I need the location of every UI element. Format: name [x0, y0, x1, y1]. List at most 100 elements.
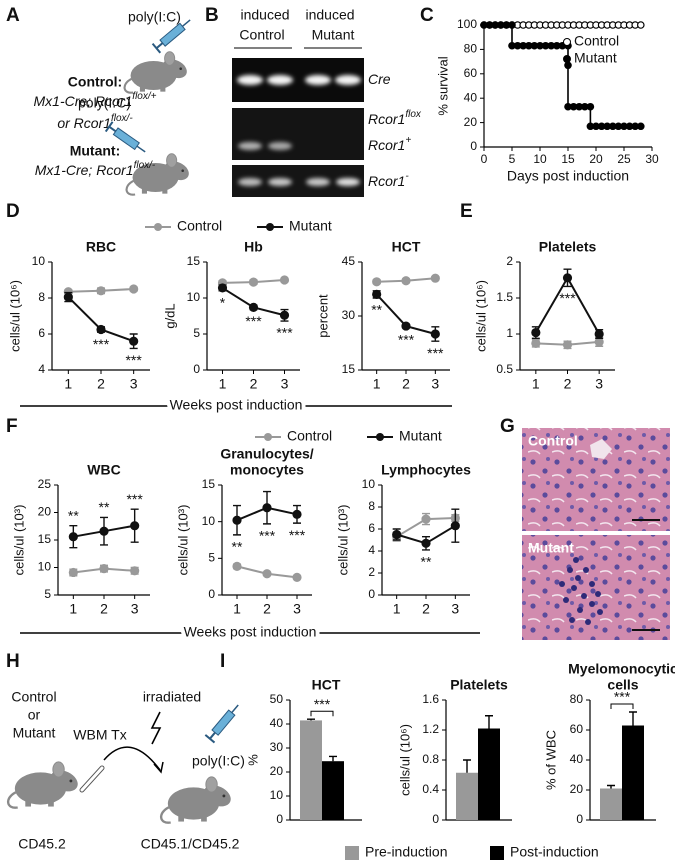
chart-title: Myelomonocytic — [568, 661, 675, 677]
lane-header: induced — [305, 7, 354, 23]
y-tick-label: 80 — [464, 42, 478, 56]
x-tick-label: 1 — [393, 601, 401, 617]
genotype-text: Mx1-Cre; Rcor1 — [35, 162, 134, 178]
x-tick-label: 2 — [100, 601, 108, 617]
y-tick-label: 30 — [270, 740, 284, 754]
band-sup: flox — [405, 109, 422, 120]
significance: *** — [614, 689, 631, 705]
y-tick-label: 40 — [270, 716, 284, 730]
chart-title: Granulocytes/ — [220, 446, 313, 462]
y-tick-label: 10 — [270, 788, 284, 802]
y-tick-label: 20 — [464, 115, 478, 129]
x-tick-label: 5 — [509, 152, 516, 166]
data-point — [279, 310, 290, 320]
infiltrate — [559, 557, 603, 625]
y-tick-label: 8 — [368, 499, 375, 513]
donor-label: or — [28, 707, 41, 723]
y-axis-label: cells/ul (10³) — [175, 505, 190, 576]
y-tick-label: 0 — [368, 587, 375, 601]
data-point — [392, 529, 402, 540]
panel-label: B — [205, 5, 219, 26]
band — [268, 178, 292, 186]
genotype: Mx1-Cre; Rcor1flox/- — [35, 160, 156, 178]
data-point — [401, 276, 411, 286]
x-tick-label: 2 — [263, 601, 271, 617]
data-point — [130, 521, 140, 531]
legend-marker — [266, 223, 274, 231]
band — [336, 178, 360, 186]
y-tick-label: 15 — [202, 477, 216, 491]
data-point — [232, 515, 242, 525]
chart-title: cells — [607, 677, 638, 693]
group-label: Control: — [68, 74, 122, 90]
significance: *** — [276, 325, 293, 341]
y-tick-label: 40 — [570, 752, 584, 766]
y-tick-label: 0 — [193, 362, 200, 376]
y-tick-label: 60 — [464, 66, 478, 80]
x-tick-label: 1 — [219, 376, 227, 392]
data-point — [421, 514, 431, 524]
bar — [600, 788, 622, 820]
lane-header: Mutant — [312, 27, 355, 43]
significance: ** — [99, 499, 110, 515]
y-tick-label: 4 — [38, 362, 45, 376]
bar — [478, 728, 500, 820]
chart-title: HCT — [392, 239, 421, 255]
x-tick-label: 2 — [564, 376, 572, 392]
legend-swatch — [490, 846, 504, 860]
y-tick-label: 2 — [368, 565, 375, 579]
significance: *** — [126, 491, 143, 507]
data-point — [594, 329, 604, 339]
image-label: Mutant — [528, 540, 574, 556]
bone-icon — [79, 765, 105, 793]
y-tick-label: 15 — [342, 362, 356, 376]
y-tick-label: 15 — [38, 532, 52, 546]
y-tick-label: 10 — [362, 477, 376, 491]
legend-label: Post-induction — [510, 844, 599, 860]
x-tick-label: 3 — [451, 601, 459, 617]
y-tick-label: 1.5 — [496, 290, 513, 304]
mouse — [6, 760, 83, 809]
significance: ** — [421, 554, 432, 570]
y-axis-label: g/dL — [162, 303, 177, 328]
legend-marker — [376, 433, 384, 441]
x-tick-label: 1 — [69, 601, 77, 617]
panel-label: I — [220, 651, 225, 672]
legend-marker — [563, 55, 571, 63]
legend-label: Control — [287, 428, 332, 444]
x-tick-label: 0 — [481, 152, 488, 166]
band-sup: - — [405, 171, 409, 182]
panel-label: A — [6, 5, 20, 26]
arrow — [103, 746, 161, 771]
series-line — [67, 296, 135, 343]
x-tick-label: 1 — [64, 376, 72, 392]
bar — [622, 725, 644, 820]
data-point — [450, 521, 460, 531]
genotype-text: Mx1-Cre; Rcor1 — [34, 93, 133, 109]
x-tick-label: 2 — [250, 376, 258, 392]
x-tick-label: 3 — [131, 601, 139, 617]
x-tick-label: 20 — [589, 152, 603, 166]
data-point — [262, 503, 272, 513]
band-text: Rcor1 — [368, 111, 405, 127]
significance: *** — [259, 528, 276, 544]
y-tick-label: 6 — [38, 326, 45, 340]
x-tick-label: 2 — [402, 376, 410, 392]
significance: *** — [289, 527, 306, 543]
arrowhead — [153, 761, 164, 774]
data-point — [401, 321, 411, 331]
data-point — [217, 283, 228, 293]
donor-label: Mutant — [13, 725, 56, 741]
x-tick-label: 3 — [595, 376, 603, 392]
error-bar — [463, 759, 471, 773]
data-point — [564, 61, 572, 70]
legend-label: Pre-induction — [365, 844, 448, 860]
data-point — [531, 327, 541, 338]
y-tick-label: 6 — [368, 521, 375, 535]
y-tick-label: 5 — [44, 587, 51, 601]
error-bar — [629, 711, 637, 726]
y-tick-label: 40 — [464, 90, 478, 104]
error-bar — [307, 718, 315, 721]
y-tick-label: 10 — [32, 254, 46, 268]
data-point — [636, 21, 645, 29]
